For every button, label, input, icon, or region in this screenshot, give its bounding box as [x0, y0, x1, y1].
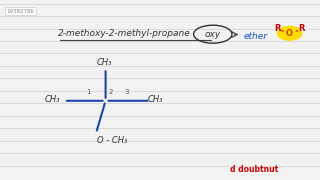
Text: CH₃: CH₃: [45, 94, 60, 103]
Text: 1: 1: [86, 89, 91, 95]
Circle shape: [277, 26, 302, 40]
Text: oxy: oxy: [205, 30, 221, 39]
Text: O - CH₃: O - CH₃: [97, 136, 127, 145]
Text: 19382786: 19382786: [6, 9, 35, 14]
Text: ether: ether: [244, 31, 268, 40]
Text: 2: 2: [109, 89, 113, 95]
Text: R: R: [298, 24, 305, 33]
Text: CH₃: CH₃: [148, 94, 163, 103]
Text: R: R: [275, 24, 281, 33]
Text: CH₃: CH₃: [96, 58, 112, 67]
Text: O: O: [286, 29, 293, 38]
Text: 3: 3: [125, 89, 129, 95]
Text: 2-methoxy-2-methyl-propane: 2-methoxy-2-methyl-propane: [58, 29, 190, 38]
Text: d doubtnut: d doubtnut: [230, 165, 279, 174]
